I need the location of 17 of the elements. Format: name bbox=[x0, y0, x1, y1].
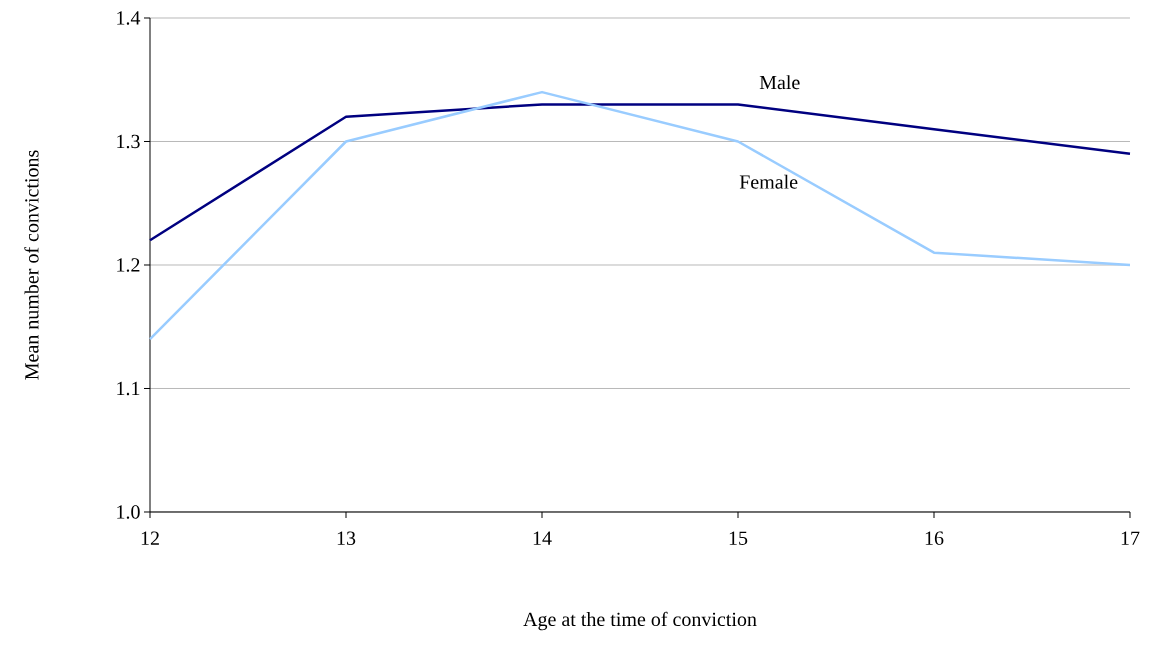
y-tick-label: 1.2 bbox=[117, 258, 140, 272]
line-series bbox=[148, 90, 1132, 341]
x-tick-label: 13 bbox=[337, 531, 356, 545]
x-tick-label: 17 bbox=[1121, 531, 1140, 545]
line-series bbox=[148, 103, 1132, 242]
x-tick-label: 15 bbox=[729, 531, 748, 545]
x-axis-title: Age at the time of conviction bbox=[523, 611, 757, 631]
x-tick-label: 14 bbox=[533, 531, 552, 545]
x-tick-label: 16 bbox=[925, 531, 944, 545]
series-label: Female bbox=[739, 174, 798, 189]
y-tick-label: 1.3 bbox=[117, 134, 140, 149]
y-tick-label: 1.4 bbox=[117, 11, 141, 25]
y-axis-title: Mean number of convictions bbox=[24, 150, 39, 380]
y-tick-label: 1.0 bbox=[117, 505, 140, 519]
series-label: Male bbox=[759, 75, 800, 90]
y-tick-label: 1.1 bbox=[117, 381, 140, 396]
x-tick-label: 12 bbox=[141, 531, 159, 545]
